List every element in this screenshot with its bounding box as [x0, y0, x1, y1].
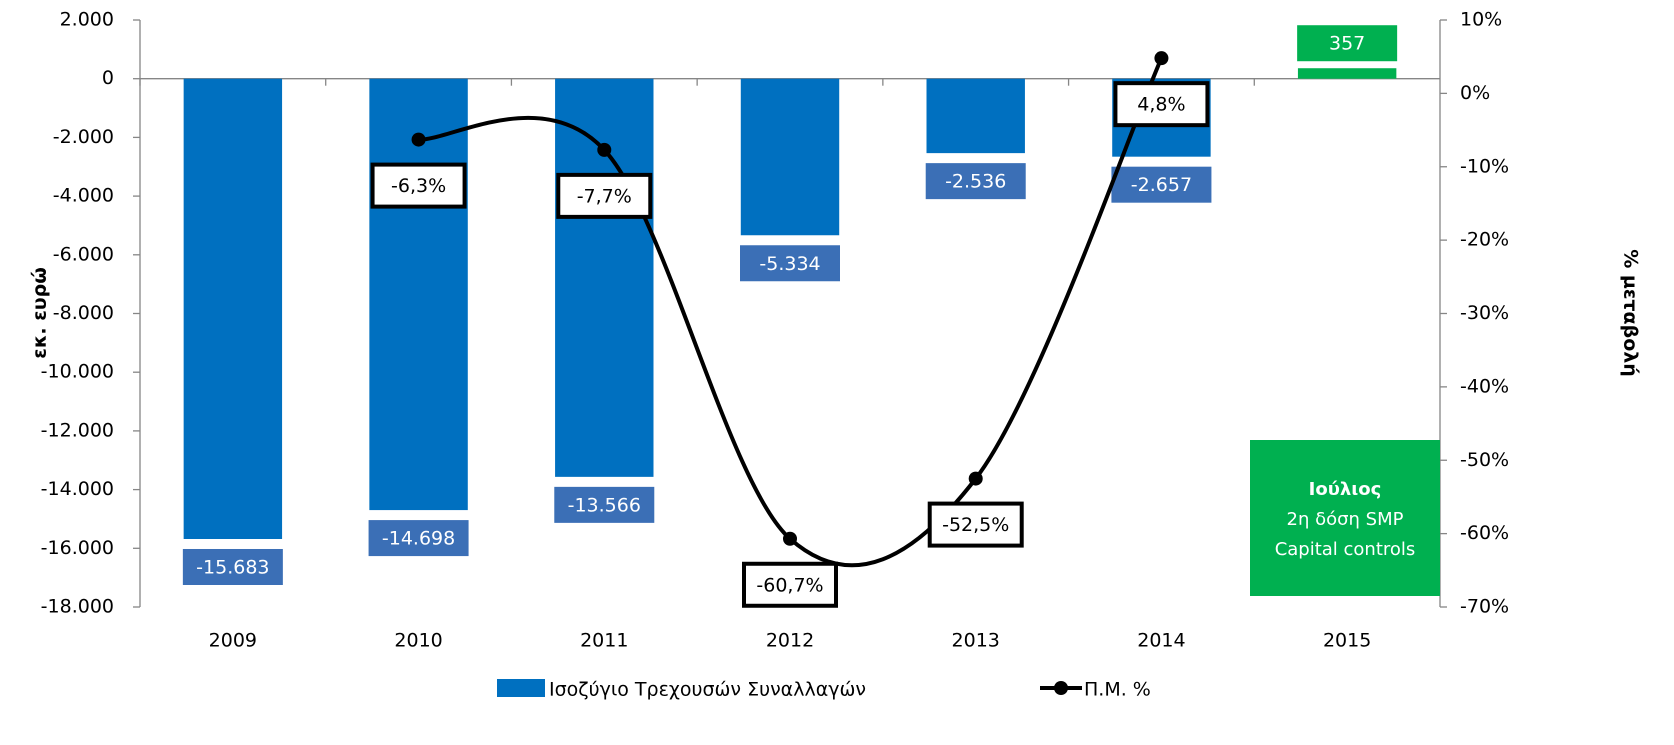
bar: [926, 78, 1025, 154]
value-label: -13.566: [568, 494, 641, 516]
annotation-text: Capital controls: [1275, 539, 1416, 560]
y-tick-label: 2.000: [60, 9, 114, 31]
line-point: [783, 531, 797, 546]
x-tick-label: 2011: [580, 630, 628, 652]
line-point: [968, 471, 983, 486]
y-tick-label: 0: [102, 67, 114, 89]
value-label: -2.657: [1131, 174, 1192, 196]
y2-tick-label: 10%: [1460, 9, 1502, 31]
x-tick-label: 2012: [766, 630, 814, 652]
value-label: -14.698: [382, 528, 455, 550]
legend-label: Ισοζύγιο Τρεχουσών Συναλλαγών: [549, 679, 866, 701]
y-tick-label: -4.000: [53, 185, 114, 207]
legend-swatch: [1054, 681, 1068, 695]
y-axis-label: εκ. ευρώ: [29, 267, 51, 358]
y-tick-label: -2.000: [53, 126, 114, 148]
value-label-box: [1297, 25, 1398, 62]
y-tick-label: -8.000: [53, 302, 114, 324]
value-label: -5.334: [759, 253, 820, 275]
y2-tick-label: -40%: [1460, 375, 1509, 397]
y2-tick-label: -50%: [1460, 449, 1509, 471]
y-tick-label: -14.000: [41, 478, 114, 500]
line-point: [597, 142, 612, 157]
value-label: -7,7%: [577, 185, 632, 207]
y-tick-label: -6.000: [53, 243, 114, 265]
x-tick-label: 2013: [952, 630, 1000, 652]
bar: [555, 78, 654, 477]
annotation-text: Ιούλιος: [1309, 479, 1382, 500]
value-label: 4,8%: [1137, 94, 1185, 116]
x-tick-label: 2015: [1323, 630, 1371, 652]
value-label: 357: [1329, 33, 1365, 55]
value-label-box: [554, 486, 655, 523]
y-tick-label: -12.000: [41, 419, 114, 441]
y-tick-label: -10.000: [41, 361, 114, 383]
value-label-box: [1111, 166, 1212, 203]
annotation-box: [1250, 440, 1440, 596]
value-label-box: [556, 172, 653, 219]
value-label: -6,3%: [391, 175, 446, 197]
line-point: [411, 132, 426, 147]
y2-tick-label: -10%: [1460, 155, 1509, 177]
y2-tick-label: -60%: [1460, 522, 1509, 544]
value-label: -52,5%: [942, 514, 1009, 536]
y2-tick-label: -30%: [1460, 302, 1509, 324]
x-tick-label: 2014: [1137, 630, 1185, 652]
value-label-box: [1113, 81, 1210, 128]
value-label-box: [740, 245, 840, 282]
value-label-box: [182, 548, 283, 585]
x-tick-label: 2009: [209, 630, 257, 652]
y2-tick-label: 0%: [1460, 82, 1490, 104]
x-tick-label: 2010: [394, 630, 442, 652]
value-label: -2.536: [945, 171, 1006, 193]
y2-axis-label: % μεταβολή: [1620, 249, 1642, 377]
value-label-box: [742, 561, 838, 608]
bar: [369, 78, 468, 511]
bar: [183, 78, 283, 539]
value-label: -60,7%: [756, 574, 823, 596]
value-label-box: [927, 501, 1024, 548]
bar: [740, 78, 840, 236]
legend-label: Π.Μ. %: [1084, 679, 1151, 701]
value-label-box: [370, 162, 467, 209]
value-label: -15.683: [196, 556, 269, 578]
y2-tick-label: -20%: [1460, 229, 1509, 251]
line-point: [1154, 51, 1169, 66]
y-tick-label: -18.000: [41, 596, 114, 618]
annotation-text: 2η δόση SMP: [1287, 509, 1404, 530]
value-label-box: [368, 520, 469, 557]
value-label-box: [925, 163, 1026, 200]
y-tick-label: -16.000: [41, 537, 114, 559]
y2-tick-label: -70%: [1460, 596, 1509, 618]
bar: [1297, 68, 1397, 79]
legend-swatch: [497, 679, 545, 697]
